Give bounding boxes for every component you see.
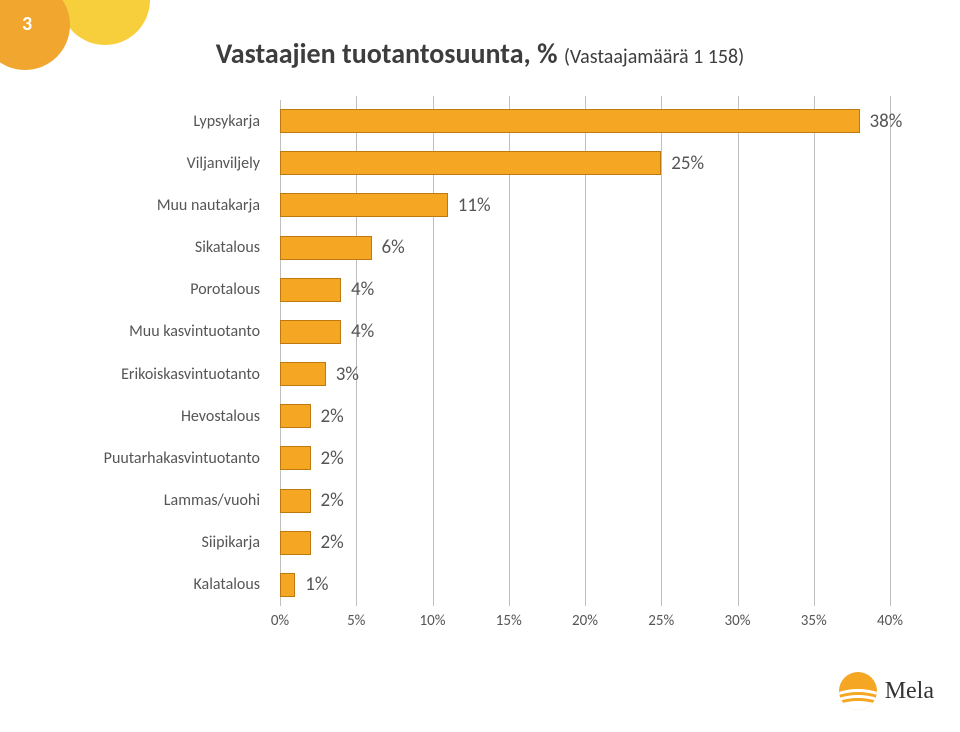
bar [280, 489, 311, 513]
bar [280, 362, 326, 386]
bar [280, 109, 860, 133]
chart: Lypsykarja38%Viljanviljely25%Muu nautaka… [70, 100, 890, 640]
x-axis: 0%5%10%15%20%25%30%35%40% [280, 606, 890, 634]
bar-row: Puutarhakasvintuotanto 2% [70, 437, 890, 479]
x-tick-label: 5% [331, 612, 381, 630]
gridline [890, 96, 891, 606]
bar-row: Kalatalous 1% [70, 564, 890, 606]
bar [280, 320, 341, 344]
x-tick-label: 35% [789, 612, 839, 630]
bar [280, 151, 661, 175]
category-label: Porotalous [70, 269, 270, 311]
bar-value-label: 2% [321, 437, 344, 479]
x-tick-label: 25% [636, 612, 686, 630]
x-tick-label: 30% [713, 612, 763, 630]
bar-value-label: 2% [321, 480, 344, 522]
category-label: Puutarhakasvintuotanto [70, 437, 270, 479]
chart-title: Vastaajien tuotantosuunta, % (Vastaajamä… [0, 36, 960, 71]
x-tick-label: 0% [255, 612, 305, 630]
page-number: 3 [22, 12, 32, 36]
x-tick-label: 20% [560, 612, 610, 630]
bar-row: Erikoiskasvintuotanto 3% [70, 353, 890, 395]
x-tick-label: 40% [865, 612, 915, 630]
bar-row: Viljanviljely 25% [70, 142, 890, 184]
category-label: Lypsykarja [70, 100, 270, 142]
bar-value-label: 2% [321, 522, 344, 564]
bar [280, 573, 295, 597]
category-label: Muu kasvintuotanto [70, 311, 270, 353]
bar-value-label: 6% [382, 227, 405, 269]
bar-row: Porotalous 4% [70, 269, 890, 311]
mela-sun-icon [839, 672, 877, 710]
bar [280, 404, 311, 428]
bar-row: Lypsykarja38% [70, 100, 890, 142]
brand-logo: Mela [839, 672, 934, 710]
category-label: Muu nautakarja [70, 184, 270, 226]
bar-row: Hevostalous 2% [70, 395, 890, 437]
category-label: Kalatalous [70, 564, 270, 606]
category-label: Erikoiskasvintuotanto [70, 353, 270, 395]
category-label: Sikatalous [70, 227, 270, 269]
bar-value-label: 1% [305, 564, 328, 606]
bar-value-label: 25% [671, 142, 704, 184]
bar-value-label: 4% [351, 269, 374, 311]
bar-row: Siipikarja 2% [70, 522, 890, 564]
bar-row: Muu kasvintuotanto 4% [70, 311, 890, 353]
x-tick-label: 15% [484, 612, 534, 630]
brand-name: Mela [885, 678, 934, 705]
bar-value-label: 11% [458, 184, 491, 226]
bar-value-label: 38% [870, 100, 903, 142]
title-sub: (Vastaajamäärä 1 158) [564, 45, 744, 69]
bar-value-label: 2% [321, 395, 344, 437]
bar-row: Muu nautakarja 11% [70, 184, 890, 226]
bar-value-label: 4% [351, 311, 374, 353]
category-label: Hevostalous [70, 395, 270, 437]
bar [280, 446, 311, 470]
bar [280, 193, 448, 217]
category-label: Siipikarja [70, 522, 270, 564]
category-label: Lammas/vuohi [70, 480, 270, 522]
bar-row: Sikatalous 6% [70, 227, 890, 269]
bar-row: Lammas/vuohi 2% [70, 480, 890, 522]
bar [280, 278, 341, 302]
bar [280, 236, 372, 260]
bar-value-label: 3% [336, 353, 359, 395]
title-main: Vastaajien tuotantosuunta, % [216, 36, 564, 71]
category-label: Viljanviljely [70, 142, 270, 184]
bar [280, 531, 311, 555]
x-tick-label: 10% [408, 612, 458, 630]
